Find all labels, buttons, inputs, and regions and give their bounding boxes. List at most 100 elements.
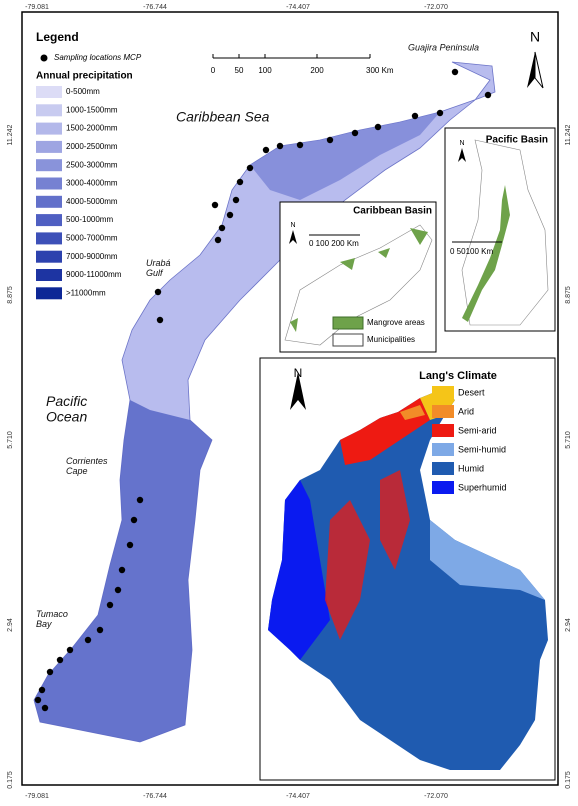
precip-label: 1500-2000mm bbox=[66, 124, 118, 133]
sampling-point bbox=[38, 686, 46, 694]
sampling-point bbox=[46, 668, 54, 676]
climate-label: Semi-arid bbox=[458, 425, 497, 435]
sampling-symbol bbox=[40, 54, 48, 62]
place-label: Pacific Ocean bbox=[46, 393, 87, 424]
north-arrow bbox=[289, 230, 297, 244]
coord-label: -79.081 bbox=[25, 4, 49, 11]
precip-swatch bbox=[36, 122, 62, 135]
climate-swatch bbox=[432, 481, 454, 494]
sampling-point bbox=[236, 178, 244, 186]
climate-swatch bbox=[432, 443, 454, 456]
sampling-point bbox=[211, 201, 219, 209]
north-label: N bbox=[459, 140, 464, 147]
caribbean-precipitation bbox=[250, 112, 440, 200]
place-label: Guajira Peninsula bbox=[408, 42, 479, 52]
north-arrow bbox=[458, 148, 466, 162]
inset-title: Pacific Basin bbox=[486, 135, 548, 146]
place-label: Tumaco Bay bbox=[36, 609, 68, 629]
coordinates: -79.081 -76.744 -74.407 -72.070 -79.081 -76.7… bbox=[7, 4, 572, 800]
scale-labels: 0 50 100 200 300 Km bbox=[211, 66, 394, 75]
coord-label: 0.175 bbox=[565, 771, 572, 789]
coord-label: -72.070 bbox=[424, 4, 448, 11]
sampling-point bbox=[326, 136, 334, 144]
coord-label: 0.175 bbox=[7, 771, 14, 789]
precip-swatch bbox=[36, 287, 62, 300]
pacific-mangroves bbox=[462, 185, 510, 322]
sampling-point bbox=[56, 656, 64, 664]
sampling-point bbox=[436, 109, 444, 117]
inset-legend-label: Municipalities bbox=[367, 335, 415, 344]
sampling-point bbox=[34, 696, 42, 704]
arid-zone bbox=[400, 405, 425, 420]
precip-label: 9000-11000mm bbox=[66, 270, 122, 279]
climate-label: Superhumid bbox=[458, 482, 507, 492]
sampling-point bbox=[41, 704, 49, 712]
climate-swatch bbox=[432, 462, 454, 475]
sampling-point bbox=[246, 164, 254, 172]
climate-map bbox=[268, 390, 548, 770]
coord-label: -76.744 bbox=[143, 793, 167, 800]
climate-label: Arid bbox=[458, 406, 474, 416]
sampling-point bbox=[214, 236, 222, 244]
precip-label: 4000-5000mm bbox=[66, 197, 118, 206]
superhumid-zone bbox=[268, 480, 330, 660]
precip-swatch bbox=[36, 140, 62, 153]
coord-label: 5.710 bbox=[565, 431, 572, 449]
semi-humid-zone bbox=[430, 520, 545, 600]
climate-title: Lang's Climate bbox=[419, 370, 497, 382]
sampling-point bbox=[156, 316, 164, 324]
precip-swatch bbox=[36, 195, 62, 208]
precip-swatch bbox=[36, 250, 62, 263]
precip-swatch bbox=[36, 104, 62, 117]
scale-label: 200 bbox=[310, 66, 324, 75]
precip-swatch bbox=[36, 232, 62, 245]
sampling-point bbox=[114, 586, 122, 594]
sampling-point bbox=[106, 601, 114, 609]
precip-title: Annual precipitation bbox=[36, 71, 133, 82]
precip-label: >11000mm bbox=[66, 288, 106, 297]
coord-label: -76.744 bbox=[143, 4, 167, 11]
climate-swatch bbox=[432, 424, 454, 437]
coord-label: 8.875 bbox=[565, 286, 572, 304]
sampling-point bbox=[154, 288, 162, 296]
sampling-point bbox=[351, 129, 359, 137]
sampling-point bbox=[262, 146, 270, 154]
coord-label: 2.94 bbox=[7, 618, 14, 632]
place-label: Urabá Gulf bbox=[146, 258, 171, 278]
scale-label: 300 Km bbox=[366, 66, 394, 75]
scale-label: 0 50100 Km bbox=[450, 247, 493, 256]
sampling-point bbox=[374, 123, 382, 131]
coord-label: 5.710 bbox=[7, 431, 14, 449]
precip-label: 0-500mm bbox=[66, 87, 100, 96]
scale-bar bbox=[212, 54, 371, 59]
precip-label: 2000-2500mm bbox=[66, 142, 118, 151]
precip-label: 7000-9000mm bbox=[66, 252, 118, 261]
climate-label: Humid bbox=[458, 463, 484, 473]
sampling-point bbox=[226, 211, 234, 219]
coord-label: -79.081 bbox=[25, 793, 49, 800]
precip-swatch bbox=[36, 86, 62, 98]
sampling-point bbox=[296, 141, 304, 149]
legend-title: Legend bbox=[36, 30, 79, 44]
north-label: N bbox=[530, 29, 540, 45]
precip-label: 2500-3000mm bbox=[66, 160, 118, 169]
precip-swatch bbox=[36, 159, 62, 172]
coord-label: 8.875 bbox=[7, 286, 14, 304]
mangrove-swatch bbox=[332, 316, 364, 330]
sampling-point bbox=[218, 224, 226, 232]
coord-label: -74.407 bbox=[286, 793, 310, 800]
sampling-point bbox=[66, 646, 74, 654]
north-arrow bbox=[290, 372, 306, 410]
scale-label: 100 bbox=[258, 66, 272, 75]
inset-title: Caribbean Basin bbox=[353, 206, 432, 217]
precip-swatch bbox=[36, 214, 62, 227]
climate-label: Semi-humid bbox=[458, 444, 506, 454]
sampling-point bbox=[96, 626, 104, 634]
sampling-point bbox=[276, 142, 284, 150]
climate-swatch bbox=[432, 386, 454, 399]
sampling-point bbox=[411, 112, 419, 120]
climate-swatch bbox=[432, 405, 454, 418]
sampling-point bbox=[130, 516, 138, 524]
semi-arid-zone bbox=[325, 470, 410, 640]
municipality-swatch bbox=[332, 333, 364, 347]
